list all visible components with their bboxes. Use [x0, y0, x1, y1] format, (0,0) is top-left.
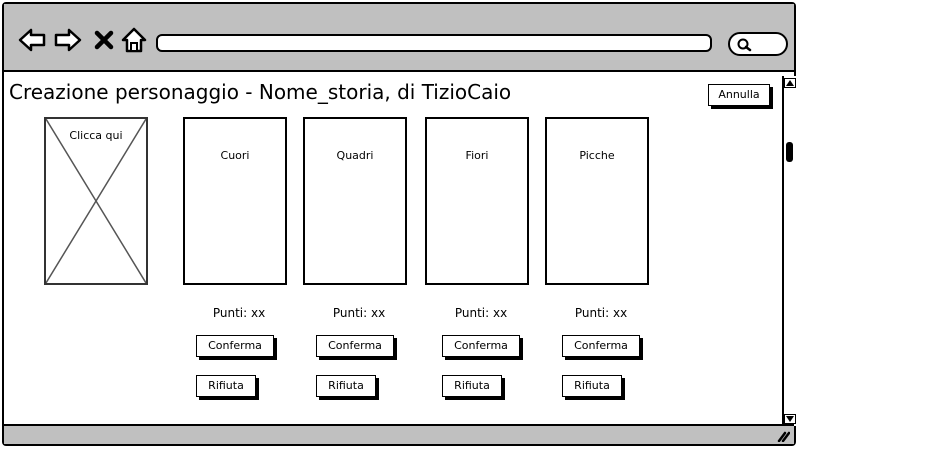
reject-button[interactable]: Rifiuta [562, 375, 622, 397]
status-bar [4, 424, 794, 444]
card-cuori[interactable]: Cuori [183, 117, 287, 285]
confirm-button[interactable]: Conferma [316, 335, 394, 357]
page-content: Creazione personaggio - Nome_storia, di … [4, 74, 780, 424]
vertical-scrollbar[interactable] [782, 76, 796, 426]
image-placeholder-label: Clicca qui [69, 129, 123, 142]
resize-grip-icon[interactable] [776, 430, 790, 442]
search-icon [737, 38, 752, 52]
card-points: Punti: xx [332, 306, 386, 320]
image-placeholder[interactable]: Clicca qui [44, 117, 148, 285]
reject-button[interactable]: Rifiuta [316, 375, 376, 397]
page-title: Creazione personaggio - Nome_storia, di … [9, 80, 512, 104]
scroll-down-icon[interactable] [784, 414, 796, 424]
card-label: Picche [579, 149, 615, 162]
browser-window: Creazione personaggio - Nome_storia, di … [2, 2, 796, 446]
confirm-button[interactable]: Conferma [442, 335, 520, 357]
card-points: Punti: xx [454, 306, 508, 320]
arrow-left-icon[interactable] [18, 26, 46, 54]
confirm-button[interactable]: Conferma [562, 335, 640, 357]
card-label: Quadri [336, 149, 374, 162]
scroll-up-icon[interactable] [784, 78, 796, 88]
cancel-button[interactable]: Annulla [708, 84, 770, 106]
home-icon[interactable] [120, 26, 148, 54]
close-icon[interactable] [92, 26, 116, 54]
card-picche[interactable]: Picche [545, 117, 649, 285]
image-placeholder-icon [46, 119, 146, 283]
arrow-right-icon[interactable] [54, 26, 82, 54]
card-fiori[interactable]: Fiori [425, 117, 529, 285]
reject-button[interactable]: Rifiuta [196, 375, 256, 397]
address-bar[interactable] [156, 34, 712, 52]
card-points: Punti: xx [574, 306, 628, 320]
card-label: Cuori [220, 149, 250, 162]
scrollbar-thumb[interactable] [786, 142, 793, 162]
browser-toolbar [4, 4, 794, 72]
search-field[interactable] [728, 32, 788, 56]
card-label: Fiori [465, 149, 489, 162]
card-quadri[interactable]: Quadri [303, 117, 407, 285]
reject-button[interactable]: Rifiuta [442, 375, 502, 397]
card-points: Punti: xx [212, 306, 266, 320]
confirm-button[interactable]: Conferma [196, 335, 274, 357]
